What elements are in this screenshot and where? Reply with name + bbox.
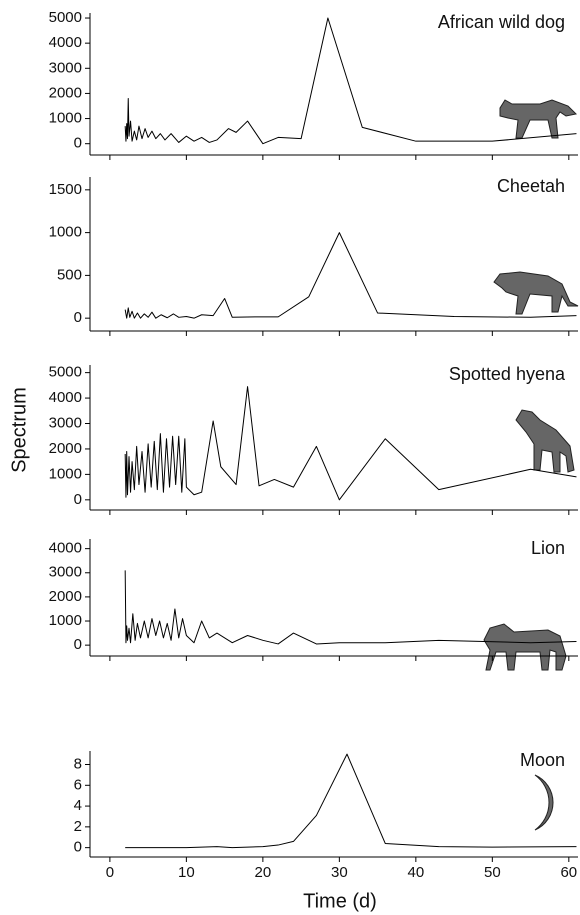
y-tick-label: 6 <box>74 776 82 793</box>
y-tick-label: 2000 <box>49 588 82 605</box>
y-tick-label: 8 <box>74 755 82 772</box>
y-tick-label: 3000 <box>49 564 82 581</box>
y-tick-label: 5000 <box>49 364 82 381</box>
x-axis-label: Time (d) <box>303 890 377 912</box>
y-tick-label: 3000 <box>49 59 82 76</box>
y-tick-label: 1000 <box>49 224 82 241</box>
cheetah-silhouette <box>493 271 579 315</box>
y-tick-label: 4000 <box>49 34 82 51</box>
moon-crescent <box>534 774 554 831</box>
y-tick-label: 4000 <box>49 540 82 557</box>
panel-title: Cheetah <box>497 176 565 196</box>
x-tick-label: 20 <box>255 864 272 881</box>
lion-silhouette <box>483 623 567 671</box>
spectrum-line <box>124 570 577 645</box>
x-tick-label: 40 <box>407 864 424 881</box>
y-axis-label: Spectrum <box>8 387 30 473</box>
y-tick-label: 3000 <box>49 414 82 431</box>
x-tick-label: 60 <box>560 864 577 881</box>
spectrum-line <box>124 17 577 145</box>
y-tick-label: 0 <box>74 839 82 856</box>
y-tick-label: 4 <box>74 797 82 814</box>
spectrum-line <box>124 232 577 319</box>
x-tick-label: 30 <box>331 864 348 881</box>
y-tick-label: 2 <box>74 818 82 835</box>
y-tick-label: 2000 <box>49 440 82 457</box>
y-tick-label: 5000 <box>49 9 82 26</box>
dog-silhouette <box>499 99 578 139</box>
y-tick-label: 0 <box>74 309 82 326</box>
x-tick-label: 10 <box>178 864 195 881</box>
x-tick-label: 0 <box>106 864 114 881</box>
y-tick-label: 2000 <box>49 84 82 101</box>
spectrum-line <box>125 753 577 849</box>
spectrum-line <box>124 386 577 501</box>
y-tick-label: 1000 <box>49 465 82 482</box>
y-tick-label: 1000 <box>49 612 82 629</box>
panel-title: Moon <box>520 750 565 770</box>
x-tick-label: 50 <box>484 864 501 881</box>
y-tick-label: 1000 <box>49 110 82 127</box>
y-tick-label: 500 <box>57 266 82 283</box>
panel-title: African wild dog <box>438 12 565 32</box>
y-tick-label: 1500 <box>49 181 82 198</box>
y-tick-label: 4000 <box>49 389 82 406</box>
panel-title: Spotted hyena <box>449 364 566 384</box>
hyena-silhouette <box>515 409 575 473</box>
panel-title: Lion <box>531 538 565 558</box>
y-tick-label: 0 <box>74 135 82 152</box>
y-tick-label: 0 <box>74 636 82 653</box>
y-tick-label: 0 <box>74 491 82 508</box>
